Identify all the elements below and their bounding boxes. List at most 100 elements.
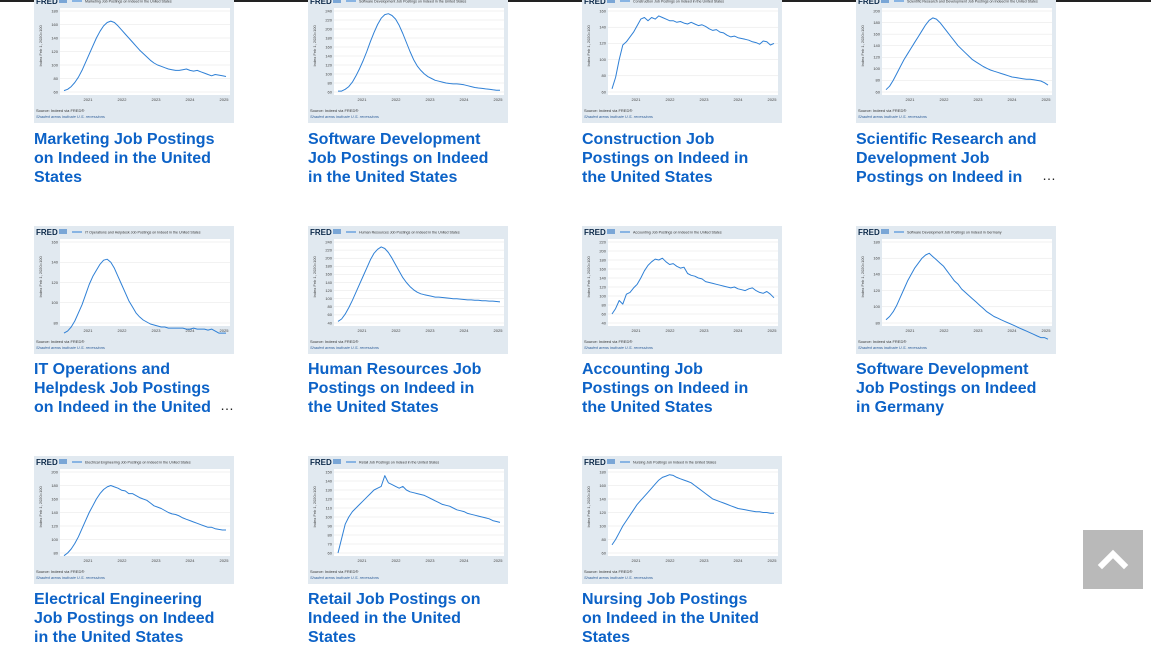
x-tick-label: 2022 (118, 97, 128, 102)
y-tick-label: 180 (325, 35, 332, 40)
series-title-link[interactable]: Nursing Job Postings on Indeed in the Un… (582, 590, 782, 647)
series-thumbnail[interactable]: FRED Electrical Engineering Job Postings … (34, 456, 234, 584)
thumbnail-chart: FRED Scientific Research and Development … (858, 0, 1052, 119)
y-tick-label: 100 (599, 293, 606, 298)
series-title-link[interactable]: Electrical Engineering Job Postings on I… (34, 590, 234, 647)
recession-note: Shaded areas indicate U.S. recessions (36, 345, 105, 350)
series-title-link[interactable]: Human Resources Job Postings on Indeed i… (308, 360, 508, 417)
y-axis-label: Index Feb 1, 2020=100 (38, 255, 43, 297)
y-tick-label: 100 (599, 523, 606, 528)
y-tick-label: 200 (325, 256, 332, 261)
fred-logo-icon (607, 459, 615, 464)
x-tick-label: 2023 (152, 97, 162, 102)
y-tick-label: 180 (873, 239, 880, 244)
series-thumbnail[interactable]: FRED Scientific Research and Development … (856, 0, 1056, 123)
y-tick-label: 100 (873, 66, 880, 71)
series-title: Construction Job Postings on Indeed in t… (582, 131, 749, 186)
thumbnail-chart: FRED Accounting Job Postings on Indeed in… (584, 228, 778, 350)
fred-logo: FRED (36, 0, 58, 6)
x-tick-label: 2021 (632, 328, 642, 333)
x-tick-label: 2025 (768, 97, 778, 102)
x-tick-label: 2025 (1042, 328, 1052, 333)
legend-label: Human Resources Job Postings on Indeed i… (359, 231, 460, 235)
series-line (611, 257, 775, 315)
x-tick-label: 2021 (358, 558, 368, 563)
series-thumbnail[interactable]: FRED Software Development Job Postings on… (308, 0, 508, 123)
fred-logo: FRED (858, 228, 880, 237)
legend-label: Software Development Job Postings on Ind… (359, 0, 466, 4)
legend-label: Scientific Research and Development Job … (907, 0, 1038, 4)
legend-label: Accounting Job Postings on Indeed in the… (633, 231, 722, 235)
y-tick-label: 120 (599, 510, 606, 515)
series-line (63, 20, 227, 92)
x-tick-label: 2022 (666, 558, 676, 563)
y-tick-label: 120 (325, 62, 332, 67)
y-tick-label: 40 (328, 320, 333, 325)
source-note: Source: Indeed via FRED® (310, 569, 358, 574)
series-title: Retail Job Postings on Indeed in the Uni… (308, 591, 481, 646)
series-title-link[interactable]: Software Development Job Postings on Ind… (308, 130, 508, 187)
series-thumbnail[interactable]: FRED Software Development Job Postings on… (856, 226, 1056, 354)
series-title-link[interactable]: Scientific Research and Development Job … (856, 130, 1056, 187)
x-tick-label: 2021 (84, 97, 94, 102)
series-title: Nursing Job Postings on Indeed in the Un… (582, 591, 759, 646)
thumbnail-chart: FRED Software Development Job Postings on… (858, 228, 1052, 350)
legend-label: Electrical Engineering Job Postings on I… (85, 461, 191, 465)
series-title-link[interactable]: Retail Job Postings on Indeed in the Uni… (308, 590, 508, 647)
series-line (337, 246, 501, 322)
back-to-top-button[interactable] (1083, 530, 1143, 589)
thumbnail-chart: FRED Nursing Job Postings on Indeed in th… (584, 458, 778, 580)
y-tick-label: 100 (51, 300, 58, 305)
series-thumbnail[interactable]: FRED IT Operations and Helpdesk Job Posti… (34, 226, 234, 354)
recession-note: Shaded areas indicate U.S. recessions (310, 114, 379, 119)
y-axis-label: Index Feb 1, 2020=100 (38, 24, 43, 66)
recession-note: Shaded areas indicate U.S. recessions (584, 575, 653, 580)
x-tick-label: 2024 (1008, 328, 1018, 333)
series-title-link[interactable]: Software Development Job Postings on Ind… (856, 360, 1056, 417)
source-note: Source: Indeed via FRED® (36, 569, 84, 574)
x-tick-label: 2024 (186, 97, 196, 102)
series-title-link[interactable]: IT Operations and Helpdesk Job Postings … (34, 360, 234, 417)
plot-area (334, 8, 504, 95)
x-tick-label: 2024 (734, 328, 744, 333)
y-axis-label: Index Feb 1, 2020=100 (312, 24, 317, 66)
y-tick-label: 120 (873, 55, 880, 60)
series-thumbnail[interactable]: FRED Accounting Job Postings on Indeed in… (582, 226, 782, 354)
fred-logo-icon (59, 0, 67, 3)
x-tick-label: 2024 (460, 558, 470, 563)
fred-logo: FRED (584, 228, 606, 237)
y-tick-label: 40 (602, 320, 607, 325)
y-axis-label: Index Feb 1, 2020=100 (586, 485, 591, 527)
series-thumbnail[interactable]: FRED Marketing Job Postings on Indeed in … (34, 0, 234, 123)
y-axis-label: Index Feb 1, 2020=100 (312, 485, 317, 527)
y-tick-label: 120 (599, 284, 606, 289)
title-ellipsis: … (1042, 167, 1056, 183)
y-tick-label: 120 (325, 288, 332, 293)
series-title-link[interactable]: Accounting Job Postings on Indeed in the… (582, 360, 782, 417)
y-tick-label: 100 (325, 296, 332, 301)
y-tick-label: 60 (876, 89, 881, 94)
series-title-link[interactable]: Marketing Job Postings on Indeed in the … (34, 130, 234, 187)
y-tick-label: 160 (51, 496, 58, 501)
y-tick-label: 80 (54, 550, 59, 555)
y-tick-label: 80 (328, 80, 333, 85)
y-tick-label: 160 (873, 256, 880, 261)
y-tick-label: 160 (325, 272, 332, 277)
x-tick-label: 2021 (358, 97, 368, 102)
series-thumbnail[interactable]: FRED Retail Job Postings on Indeed in the… (308, 456, 508, 584)
series-title-link[interactable]: Construction Job Postings on Indeed in t… (582, 130, 782, 187)
series-title: Accounting Job Postings on Indeed in the… (582, 361, 749, 416)
thumbnail-chart: FRED Human Resources Job Postings on Inde… (310, 228, 504, 350)
fred-logo: FRED (36, 458, 58, 467)
y-tick-label: 80 (876, 320, 881, 325)
fred-logo: FRED (36, 228, 58, 237)
y-tick-label: 180 (599, 257, 606, 262)
x-tick-label: 2023 (700, 558, 710, 563)
y-tick-label: 100 (599, 57, 606, 62)
series-thumbnail[interactable]: FRED Nursing Job Postings on Indeed in th… (582, 456, 782, 584)
series-thumbnail[interactable]: FRED Human Resources Job Postings on Inde… (308, 226, 508, 354)
y-axis-label: Index Feb 1, 2020=100 (586, 24, 591, 66)
y-tick-label: 80 (602, 302, 607, 307)
series-thumbnail[interactable]: FRED Construction Job Postings on Indeed … (582, 0, 782, 123)
legend-label: IT Operations and Helpdesk Job Postings … (85, 231, 201, 235)
